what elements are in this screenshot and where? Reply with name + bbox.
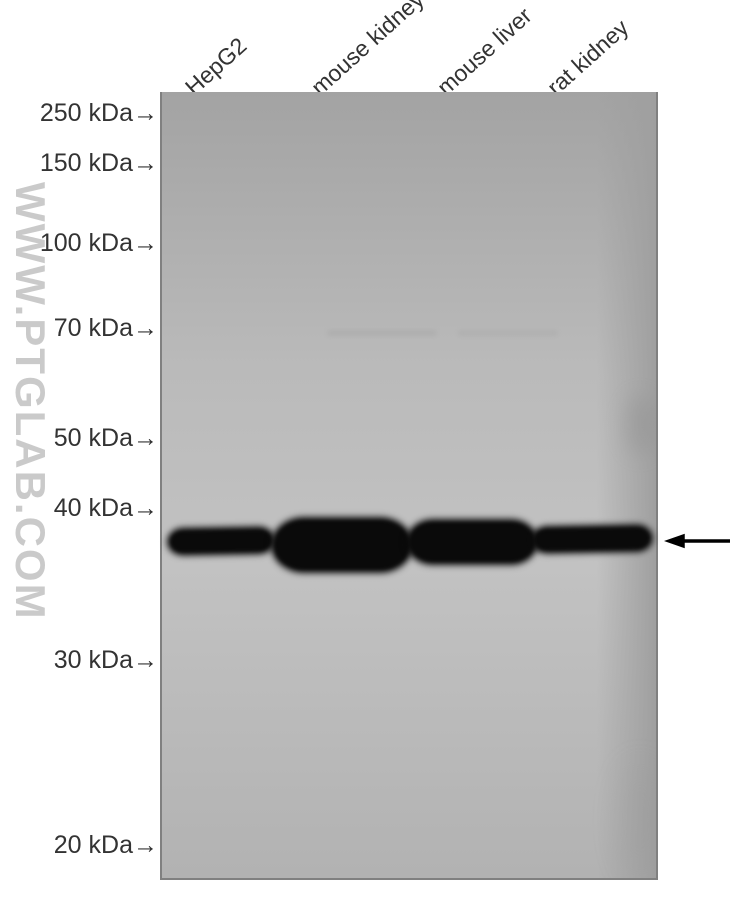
faint-band — [458, 330, 558, 336]
lane-label: HepG2 — [180, 32, 252, 101]
mw-label: 100 kDa→ — [40, 229, 158, 258]
lane-label: mouse liver — [432, 2, 537, 101]
lane-label: mouse kidney — [306, 0, 430, 101]
smudge — [620, 760, 658, 880]
band-mouse-kidney — [274, 520, 410, 570]
blot-membrane — [160, 92, 658, 880]
mw-label: 250 kDa→ — [40, 99, 158, 128]
band-rat-kidney — [534, 527, 650, 551]
target-band-arrow-icon — [664, 532, 730, 550]
lane-label: rat kidney — [542, 14, 634, 101]
mw-label: 40 kDa→ — [54, 494, 158, 523]
blot-background — [162, 92, 656, 878]
mw-label: 30 kDa→ — [54, 646, 158, 675]
western-blot-figure: 250 kDa→ 150 kDa→ 100 kDa→ 70 kDa→ 50 kD… — [0, 0, 740, 903]
mw-label: 150 kDa→ — [40, 149, 158, 178]
smudge — [625, 395, 655, 455]
mw-label: 50 kDa→ — [54, 424, 158, 453]
band-hepg2 — [170, 529, 272, 553]
band-mouse-liver — [409, 522, 535, 562]
faint-band — [327, 330, 437, 336]
mw-label: 70 kDa→ — [54, 314, 158, 343]
mw-label: 20 kDa→ — [54, 831, 158, 860]
